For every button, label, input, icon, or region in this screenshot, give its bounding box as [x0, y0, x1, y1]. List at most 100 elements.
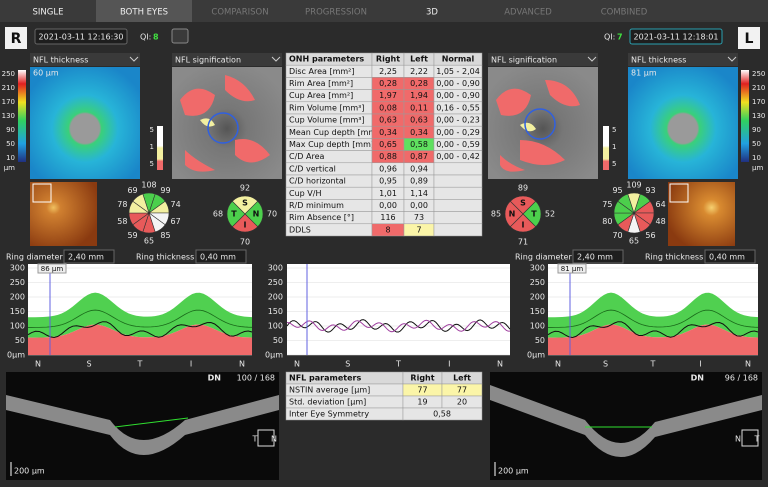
sector-value: 74	[171, 200, 181, 209]
colorbar-unit: µm	[752, 164, 763, 172]
sector	[627, 192, 641, 214]
quadrant-label: T	[531, 210, 537, 219]
tab[interactable]: PROGRESSION	[305, 8, 367, 18]
quadrant-value: 71	[518, 238, 528, 247]
colorbar-tick: 130	[2, 112, 15, 120]
dropdown-label: NFL thickness	[33, 56, 88, 65]
quadrant-value: 68	[213, 210, 223, 219]
tab[interactable]: COMBINED	[601, 8, 648, 18]
tab[interactable]: 3D	[426, 8, 438, 18]
spin-box[interactable]	[572, 249, 624, 264]
x-tick-label: N	[35, 360, 41, 369]
tab[interactable]: BOTH EYES	[120, 8, 168, 18]
ring-label: Ring thickness	[136, 253, 194, 262]
table-text: 19	[417, 398, 427, 407]
table-text: 73	[414, 213, 424, 222]
table-text: 0,34	[379, 128, 397, 137]
dropdown-label: NFL signification	[491, 56, 557, 65]
y-tick-label: 50	[15, 336, 25, 345]
tab[interactable]: ADVANCED	[504, 8, 552, 18]
table-text: Std. deviation [µm]	[289, 398, 366, 407]
sector-value: 64	[656, 200, 666, 209]
sector	[226, 200, 246, 228]
y-tick-label: 50	[535, 336, 545, 345]
y-tick-label: 250	[268, 278, 283, 287]
colorbar-tick: 90	[752, 126, 761, 134]
tab[interactable]: COMPARISON	[211, 8, 268, 18]
table-header: Right	[376, 55, 400, 64]
date-box[interactable]	[34, 28, 128, 45]
x-tick-label: I	[190, 360, 192, 369]
dropdown[interactable]	[30, 53, 140, 66]
dropdown-arrow	[129, 56, 139, 62]
scale-tick: 5	[150, 126, 154, 134]
colorbar	[18, 70, 26, 162]
export-icon[interactable]	[171, 28, 189, 44]
table-text: 1,97	[379, 91, 397, 100]
sector-value: 59	[127, 231, 137, 240]
dropdown[interactable]	[488, 53, 598, 66]
sector-value: 48	[656, 217, 666, 226]
table-text: 0,28	[379, 79, 397, 88]
sector-value: 65	[144, 237, 154, 246]
mean-line	[547, 309, 759, 328]
oct-orientation	[257, 429, 275, 447]
dropdown[interactable]	[172, 53, 282, 66]
qi-value: 7	[617, 33, 623, 42]
colorbar-tick: 210	[752, 84, 765, 92]
left-eye-line	[286, 319, 511, 333]
x-tick-label: N	[239, 360, 245, 369]
scale-tick: 5	[150, 160, 154, 168]
table-text: 0,88	[379, 152, 397, 161]
table-header: Right	[410, 374, 434, 383]
y-tick-label: 100	[10, 322, 25, 331]
table-text: 0,63	[410, 116, 428, 125]
oct-scale: 200 µm	[14, 467, 45, 476]
tab[interactable]: SINGLE	[33, 8, 64, 18]
table-text: 8	[385, 225, 390, 234]
table-header: Normal	[442, 55, 475, 64]
spin-box[interactable]	[63, 249, 115, 264]
quadrant-value: 89	[518, 184, 528, 193]
y-tick-label: 50	[273, 336, 283, 345]
sector-value: 108	[141, 181, 156, 190]
normal-band	[548, 292, 758, 338]
table-header: ONH parameters	[289, 55, 364, 64]
quadrant-value: 92	[240, 184, 250, 193]
table-text: 0,00 - 0,90	[436, 79, 480, 88]
table-text: 0,16 - 0,55	[436, 103, 480, 112]
table-header: NFL parameters	[289, 374, 361, 383]
tab-active	[96, 0, 192, 22]
spin-box[interactable]	[704, 249, 756, 264]
ring-value: 2,40 mm	[577, 253, 613, 262]
sector-value: 93	[645, 186, 655, 195]
table-text: 0,65	[379, 140, 397, 149]
x-tick-label: T	[137, 360, 143, 369]
colorbar-tick: 50	[6, 140, 15, 148]
sector-value: 80	[602, 217, 612, 226]
oct-mode: DN	[691, 374, 704, 383]
table-cell	[402, 407, 483, 421]
fundus-image	[30, 182, 97, 246]
y-tick-label: 0µm	[7, 351, 25, 360]
y-tick-label: 150	[530, 307, 545, 316]
dropdown-arrow	[727, 56, 737, 62]
quadrant-label: I	[522, 221, 525, 230]
dropdown[interactable]	[628, 53, 738, 66]
sector-value: 109	[626, 181, 641, 190]
date-box[interactable]	[629, 28, 723, 45]
spin-box[interactable]	[195, 249, 247, 264]
table-text: 0,08	[379, 103, 397, 112]
y-tick-label: 300	[530, 264, 545, 273]
sector-value: 58	[117, 217, 127, 226]
mean-line	[27, 309, 253, 328]
table-text: DDLS	[289, 225, 311, 234]
table-text: 0,58	[433, 410, 451, 419]
table-text: 0,94	[410, 164, 428, 173]
quadrant-value: 52	[545, 210, 555, 219]
colorbar-unit: µm	[4, 164, 15, 172]
table-text: 0,00	[379, 201, 397, 210]
x-tick-label: N	[745, 360, 751, 369]
y-tick-label: 150	[10, 307, 25, 316]
